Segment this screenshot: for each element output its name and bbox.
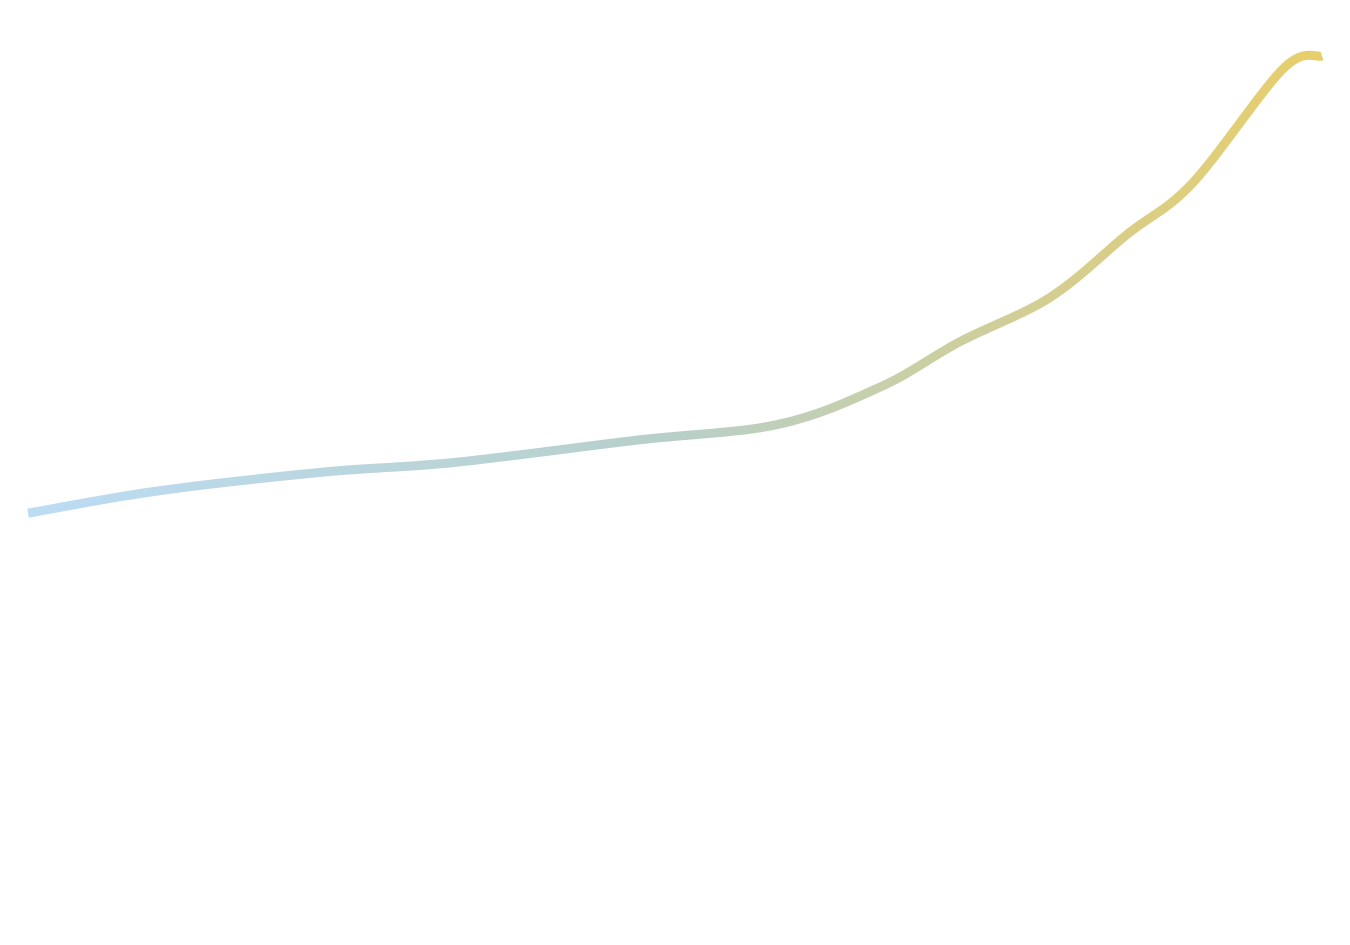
series-layer [27,50,1324,518]
series-line-0 [27,50,1324,518]
